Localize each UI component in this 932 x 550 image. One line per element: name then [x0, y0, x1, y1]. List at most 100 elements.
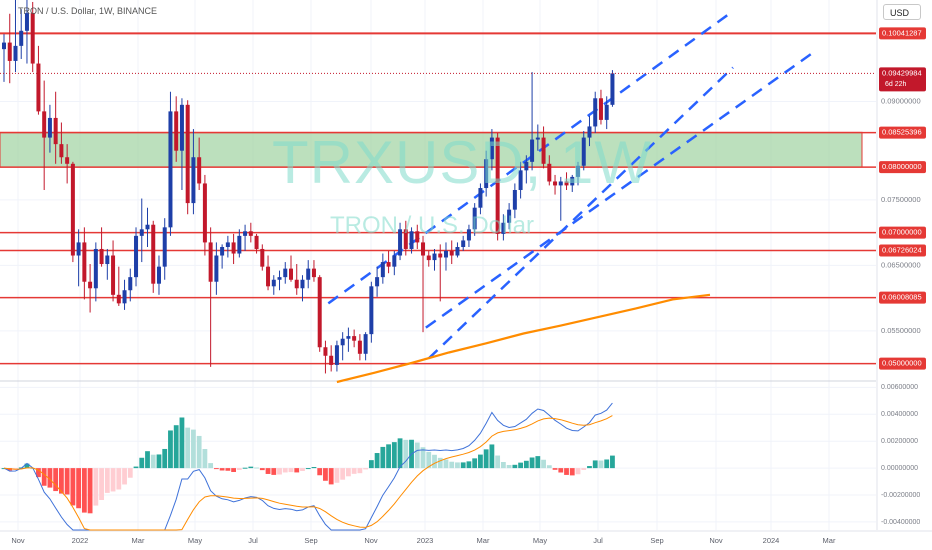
candle: [99, 227, 104, 267]
candle: [547, 155, 552, 186]
candle-body: [197, 157, 202, 184]
macd-pane: [1, 402, 615, 531]
candle: [19, 9, 24, 59]
candle-body: [185, 104, 190, 204]
level-price-tag: [879, 226, 926, 239]
candle-body: [323, 347, 328, 356]
macd-histogram-bar: [529, 457, 535, 469]
grid: [0, 0, 876, 530]
candle-body: [70, 163, 75, 256]
candle-body: [202, 183, 207, 243]
candle: [363, 332, 368, 361]
candle-body: [214, 255, 219, 282]
macd-histogram-bar: [116, 468, 122, 490]
candle: [162, 218, 167, 280]
time-axis[interactable]: Nov 2022 Mar May Jul Sep Nov 2023 Mar May Jul Sep No…: [0, 530, 932, 545]
candle: [254, 233, 259, 254]
macd-histogram-bar: [506, 465, 512, 469]
macd-histogram-bar: [93, 468, 99, 506]
candle: [357, 334, 362, 361]
candle-body: [392, 255, 397, 267]
macd-histogram-bar: [122, 468, 127, 485]
macd-histogram-bar: [426, 451, 432, 469]
level-price-label: 0.07000000: [882, 228, 922, 237]
candle: [593, 91, 598, 133]
candle-body: [30, 13, 35, 64]
macd-histogram-bar: [213, 468, 219, 470]
candle: [501, 214, 506, 241]
candle-body: [24, 13, 29, 31]
candle: [443, 242, 448, 271]
macd-histogram-bar: [271, 468, 277, 475]
candle-body: [237, 235, 242, 254]
macd-histogram-bar: [397, 438, 403, 469]
macd-histogram-bar: [523, 460, 529, 469]
candle: [36, 45, 41, 115]
level-price-tag: [879, 291, 926, 304]
level-price-tag: [879, 161, 926, 174]
candle-body: [501, 222, 506, 234]
macd-histogram-bar: [236, 468, 242, 470]
candle-body: [13, 45, 18, 61]
candle-body: [19, 30, 24, 46]
candle-body: [426, 255, 431, 261]
level-price-label: 0.10041287: [882, 28, 922, 37]
countdown-label: 6d 22h: [885, 81, 907, 88]
candle-body: [438, 253, 443, 258]
candle: [128, 268, 133, 302]
price-axis[interactable]: 0.09000000 0.07500000 0.06500000 0.05500000…: [876, 0, 932, 550]
candle-body: [248, 231, 253, 236]
time-tick-label: Sep: [650, 536, 663, 545]
time-tick-label: 2024: [763, 536, 780, 545]
candle: [398, 222, 403, 261]
candle-body: [547, 163, 552, 182]
macd-histogram-bar: [374, 453, 380, 469]
candle: [294, 264, 299, 295]
candle: [53, 91, 58, 164]
macd-histogram-bar: [47, 468, 53, 488]
candle: [334, 340, 339, 372]
macd-histogram-bar: [282, 468, 288, 473]
macd-histogram-bar: [110, 468, 116, 492]
candle-body: [36, 63, 41, 112]
candle-body: [329, 355, 334, 365]
macd-histogram-bar: [483, 449, 489, 469]
macd-histogram-bar: [185, 427, 191, 469]
candle-body: [524, 161, 529, 171]
macd-histogram-bar: [610, 455, 615, 469]
candle: [145, 207, 150, 247]
macd-histogram-bar: [41, 468, 47, 486]
candle: [266, 255, 271, 291]
candle-body: [415, 231, 420, 243]
macd-histogram-bar: [328, 468, 334, 485]
macd-histogram-bar: [552, 468, 558, 470]
candle: [30, 1, 35, 73]
candle: [139, 198, 144, 263]
candle-body: [576, 165, 580, 177]
macd-histogram-bar: [133, 466, 139, 469]
candle-body: [65, 157, 70, 164]
macd-histogram-bar: [581, 468, 587, 470]
macd-histogram-bar: [437, 457, 443, 469]
candle-body: [168, 111, 173, 228]
macd-histogram-bar: [334, 468, 340, 483]
time-tick-label: Jul: [593, 536, 603, 545]
candle-body: [380, 262, 385, 278]
macd-histogram-bar: [173, 425, 179, 469]
candle: [7, 13, 12, 84]
last-price-label: 0.09429984: [882, 68, 922, 77]
candle-body: [2, 42, 6, 50]
candle-body: [128, 277, 133, 291]
time-tick-label: Mar: [132, 536, 145, 545]
macd-histogram-bar: [535, 456, 541, 469]
candle-body: [243, 231, 248, 236]
candle-body: [306, 268, 311, 280]
macd-histogram-bar: [569, 468, 575, 476]
macd-histogram-bar: [59, 468, 64, 494]
candle-body: [294, 279, 299, 289]
macd-histogram-bar: [564, 468, 569, 475]
currency-selector[interactable]: USD: [883, 4, 921, 20]
candle-body: [88, 281, 93, 289]
candle-body: [587, 126, 592, 138]
